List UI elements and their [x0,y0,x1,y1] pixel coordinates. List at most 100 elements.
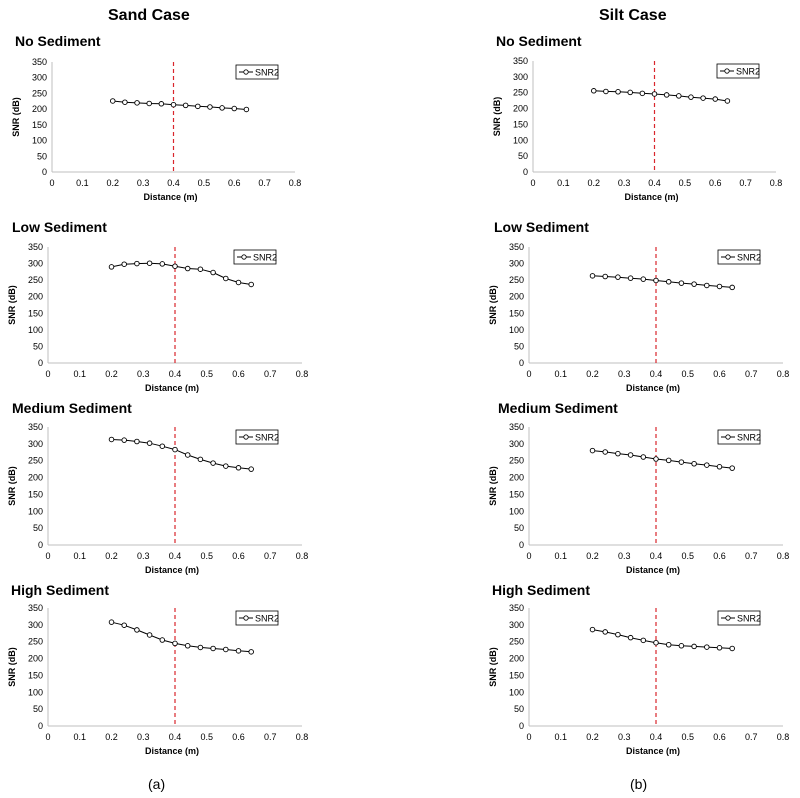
x-tick-label: 0.7 [745,369,758,379]
x-tick-label: 0 [49,178,54,188]
y-tick-label: 200 [28,654,43,664]
y-tick-label: 150 [509,308,524,318]
x-tick-label: 0.3 [618,369,631,379]
data-point [729,645,735,652]
x-tick-label: 0.3 [618,178,631,188]
y-tick-label: 250 [28,275,43,285]
data-point [602,629,608,635]
x-tick-label: 0.3 [618,732,631,742]
x-tick-label: 0 [45,732,50,742]
x-axis-label: Distance (m) [626,383,680,393]
data-point [248,649,254,655]
data-point [207,104,213,110]
data-point [182,102,189,109]
x-tick-label: 0.6 [713,369,726,379]
data-point [704,644,710,650]
subfigure-label-b: (b) [630,776,648,792]
data-point [134,100,140,106]
x-tick-label: 0.2 [586,732,599,742]
x-tick-label: 0.5 [681,551,694,561]
x-tick-label: 0.5 [198,178,211,188]
x-tick-label: 0 [45,369,50,379]
x-tick-label: 0.5 [679,178,692,188]
data-point [716,464,723,470]
x-tick-label: 0.8 [289,178,302,188]
y-tick-label: 150 [509,489,524,499]
x-tick-label: 0.2 [106,178,119,188]
x-tick-label: 0.7 [264,369,277,379]
y-tick-label: 0 [38,540,43,550]
legend-box [235,610,279,626]
y-tick-label: 50 [33,523,43,533]
legend-box [235,64,279,80]
x-tick-label: 0.7 [745,732,758,742]
series-line [111,439,252,470]
chart-sand-low-sediment: 0 50 100 150 200 250 300 350 0 0.1 0.2 0.3 0.4 0.5 0.6… [7,242,308,393]
legend-box [716,63,760,79]
chart-silt-no-sediment: 0 50 100 150 200 250 300 350 0 0.1 0.2 0.3 0.4 0.5 0.6… [492,56,783,202]
x-tick-label: 0.3 [137,732,150,742]
x-tick-label: 0.8 [770,178,783,188]
x-tick-label: 0.1 [554,369,567,379]
data-point [615,274,621,280]
data-point [729,465,735,471]
x-tick-label: 0.7 [264,551,277,561]
y-axis-label: SNR (dB) [7,466,17,506]
data-point [640,276,647,282]
chart-sand-no-sediment: 0 50 100 150 200 250 300 350 0 0.1 0.2 0.3 0.4 0.5 0.6… [11,57,302,202]
data-point [653,639,659,646]
data-point [653,277,659,284]
data-point [589,273,596,279]
y-tick-label: 100 [28,325,43,335]
panel-title-silt-no-sediment: No Sediment [496,33,582,49]
x-tick-label: 0.2 [586,369,599,379]
y-tick-label: 250 [509,637,524,647]
data-point [665,641,672,648]
data-point [121,437,127,443]
data-point [146,632,153,638]
y-tick-label: 200 [509,654,524,664]
legend-marker [243,615,249,621]
y-tick-label: 100 [509,325,524,335]
data-point [651,91,658,97]
panel-title-silt-low-sediment: Low Sediment [494,219,589,235]
y-tick-label: 200 [513,104,528,114]
x-tick-label: 0.1 [73,551,86,561]
data-point [640,454,647,460]
series-line [111,262,252,285]
y-tick-label: 150 [509,670,524,680]
data-point [172,446,178,453]
series-line [592,450,733,469]
x-tick-label: 0.7 [739,178,752,188]
y-tick-label: 350 [28,422,43,432]
data-point [134,260,140,267]
x-tick-label: 0.8 [777,732,790,742]
data-point [108,264,115,270]
y-tick-label: 0 [519,358,524,368]
y-tick-label: 0 [38,721,43,731]
legend-marker [243,434,249,440]
data-point [195,103,201,110]
y-tick-label: 250 [28,456,43,466]
x-tick-label: 0.4 [650,369,663,379]
data-point [121,261,127,267]
legend-label: SNR2 [255,614,279,624]
panel-title-silt-high-sediment: High Sediment [492,582,591,598]
data-point [590,88,597,94]
x-tick-label: 0.2 [105,369,118,379]
y-tick-label: 350 [28,242,43,252]
legend-marker [243,69,249,75]
x-tick-label: 0.8 [296,732,309,742]
x-tick-label: 0 [526,551,531,561]
data-point [627,634,634,641]
chart-sand-medium-sediment: 0 50 100 150 200 250 300 350 0 0.1 0.2 0.3 0.4 0.5 0.6… [7,422,308,575]
data-point [603,88,609,95]
y-tick-label: 300 [513,72,528,82]
y-tick-label: 0 [523,167,528,177]
legend-box [233,249,277,265]
y-axis-label: SNR (dB) [11,97,21,137]
data-point [663,92,670,98]
x-tick-label: 0.7 [258,178,271,188]
panel-title-sand-low-sediment: Low Sediment [12,219,107,235]
y-tick-label: 50 [514,704,524,714]
